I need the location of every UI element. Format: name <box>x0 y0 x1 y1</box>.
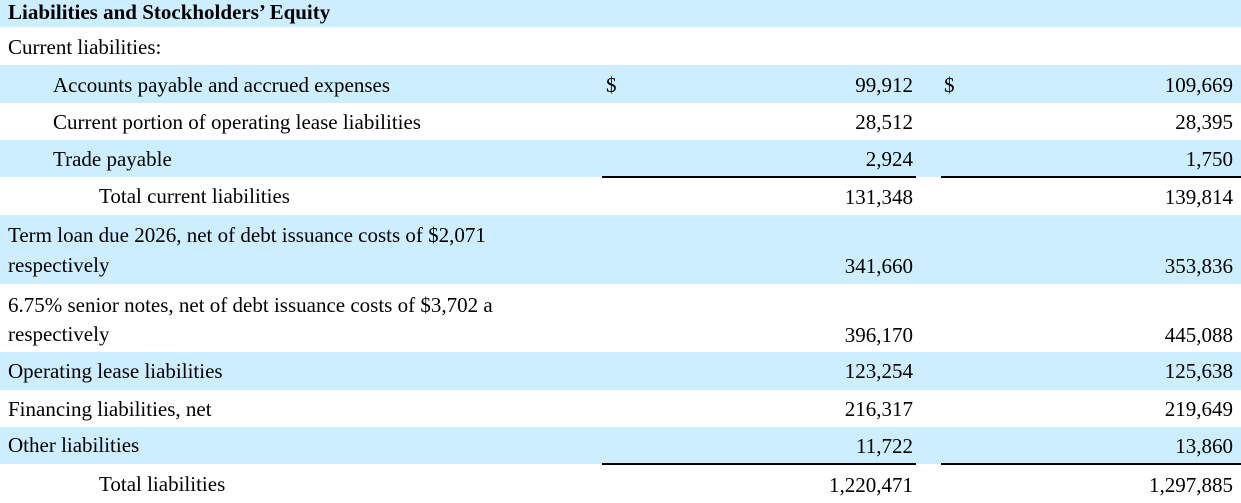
value-col1: 341,660 <box>844 254 913 278</box>
subsection-row: Current liabilities: <box>0 27 1241 65</box>
section-header-row: Liabilities and Stockholders’ Equity <box>0 0 1241 27</box>
value-col2: 445,088 <box>1164 323 1233 347</box>
row-label-line2: respectively <box>8 253 110 277</box>
row-label-line2: respectively <box>8 322 110 346</box>
currency-symbol: $ <box>606 73 617 97</box>
row-label: Total current liabilities <box>99 184 290 208</box>
value-col1: 2,924 <box>865 147 913 171</box>
table-row-accounts-payable: Accounts payable and accrued expenses $ … <box>0 65 1241 103</box>
value-col1: 131,348 <box>844 185 913 209</box>
table-row-current-lease: Current portion of operating lease liabi… <box>0 103 1241 140</box>
value-col1: 28,512 <box>855 110 913 134</box>
table-row-senior-notes: 6.75% senior notes, net of debt issuance… <box>0 284 1241 352</box>
value-col2: 125,638 <box>1164 359 1233 383</box>
table-row-total-current: Total current liabilities 131,348 139,81… <box>0 178 1241 215</box>
value-col2: 109,669 <box>1164 73 1233 97</box>
value-col1: 216,317 <box>844 397 913 421</box>
row-label: Other liabilities <box>8 433 140 457</box>
value-col1: 99,912 <box>855 73 913 97</box>
row-label: Operating lease liabilities <box>8 359 223 383</box>
value-col2: 353,836 <box>1164 254 1233 278</box>
table-row-total-liabilities: Total liabilities 1,220,471 1,297,885 <box>0 465 1241 503</box>
section-title: Liabilities and Stockholders’ Equity <box>8 0 331 24</box>
table-row-operating-lease: Operating lease liabilities 123,254 125,… <box>0 352 1241 390</box>
subtotal-rule <box>602 176 916 178</box>
value-col2: 1,297,885 <box>1149 473 1233 497</box>
row-label-line1: 6.75% senior notes, net of debt issuance… <box>8 293 493 317</box>
row-label-line1: Term loan due 2026, net of debt issuance… <box>8 223 486 247</box>
value-col1: 1,220,471 <box>829 473 913 497</box>
value-col1: 396,170 <box>844 323 913 347</box>
row-label: Financing liabilities, net <box>8 397 212 421</box>
table-row-term-loan: Term loan due 2026, net of debt issuance… <box>0 215 1241 284</box>
value-col2: 219,649 <box>1164 397 1233 421</box>
row-label: Accounts payable and accrued expenses <box>53 73 391 97</box>
currency-symbol: $ <box>944 73 955 97</box>
table-row-trade-payable: Trade payable 2,924 1,750 <box>0 140 1241 177</box>
subtotal-rule <box>941 176 1241 178</box>
row-label: Total liabilities <box>99 472 226 496</box>
value-col2: 1,750 <box>1185 147 1233 171</box>
value-col1: 11,722 <box>856 434 913 458</box>
table-row-financing: Financing liabilities, net 216,317 219,6… <box>0 390 1241 427</box>
row-label: Trade payable <box>53 147 172 171</box>
row-label: Current portion of operating lease liabi… <box>53 110 421 134</box>
table-row-other: Other liabilities 11,722 13,860 <box>0 427 1241 464</box>
value-col2: 13,860 <box>1175 434 1233 458</box>
value-col1: 123,254 <box>844 359 913 383</box>
value-col2: 28,395 <box>1175 110 1233 134</box>
total-rule <box>941 463 1241 465</box>
value-col2: 139,814 <box>1164 185 1233 209</box>
total-rule <box>602 463 916 465</box>
current-liabilities-label: Current liabilities: <box>8 35 162 59</box>
